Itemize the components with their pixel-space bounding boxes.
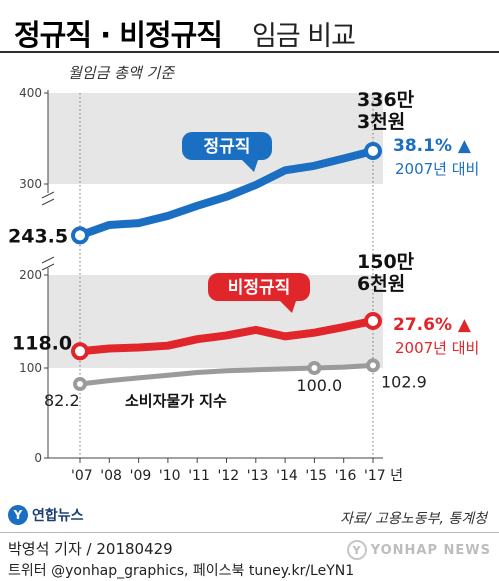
x-tick-label: '11: [188, 468, 210, 484]
axis-break-mark: [41, 191, 55, 206]
irregular-callout-label: 비정규직: [228, 278, 291, 298]
regular-change-note: 2007년 대비: [395, 160, 479, 178]
cpi-start-marker: [73, 377, 87, 392]
cpi-series-label: 소비자물가 지수: [125, 392, 227, 410]
social-credit: 트위터 @yonhap_graphics, 페이스북 tuney.kr/LeYN…: [8, 563, 355, 579]
watermark-text: YONHAP NEWS: [370, 542, 491, 558]
y-tick-label: 300: [19, 177, 42, 191]
cpi-end-marker: [366, 358, 380, 373]
x-tick-label: '13: [247, 468, 269, 484]
yonhap-logo-icon: Y: [8, 505, 28, 525]
irregular-end-label: 150만: [357, 251, 415, 273]
cpi-start-label: 82.2: [44, 391, 80, 410]
irregular-end-label: 6천원: [357, 273, 405, 295]
cpi-value-label: 100.0: [296, 376, 342, 395]
irregular-end-marker: [364, 311, 382, 330]
x-tick-label: '12: [218, 468, 240, 484]
regular-start-marker: [71, 226, 89, 245]
x-tick-label: '16: [335, 468, 357, 484]
irregular-line: [76, 316, 377, 356]
footer-divider: [0, 532, 499, 533]
regular-start-label: 243.5: [8, 225, 68, 247]
cpi-line: [77, 362, 376, 387]
watermark-icon: Y: [346, 540, 367, 560]
x-tick-label: '07: [71, 468, 93, 484]
x-tick-label: '15: [305, 468, 327, 484]
x-tick-label: '14: [276, 468, 298, 484]
regular-end-label: 336만: [357, 89, 415, 111]
yonhap-logo: Y 연합뉴스: [8, 505, 84, 525]
reporter-credit: 박영석 기자 / 20180429: [8, 540, 173, 558]
x-tick-label: '08: [100, 468, 122, 484]
irregular-callout-pointer: [280, 301, 296, 313]
regular-callout-box: [182, 132, 272, 160]
title-divider: [0, 51, 499, 53]
logo-text: 연합뉴스: [32, 508, 84, 524]
chart-title-suffix: 임금 비교: [252, 21, 356, 52]
y-tick-label: 0: [34, 451, 42, 465]
y-tick-label: 200: [19, 268, 42, 282]
chart-title: 정규직 · 비정규직: [14, 18, 223, 52]
source-note: 자료/ 고용노동부, 통계청: [340, 511, 487, 527]
regular-line: [76, 146, 377, 240]
irregular-change-note: 2007년 대비: [395, 339, 479, 357]
cpi-value-label: 102.9: [381, 372, 427, 391]
title-bar: 정규직 · 비정규직 임금 비교: [10, 8, 490, 52]
x-tick-label: '10: [159, 468, 181, 484]
cpi-2015-marker: [307, 361, 322, 375]
irregular-change-pct: 27.6% ▲: [393, 315, 472, 335]
axis-break-mark: [41, 256, 55, 271]
irregular-start-marker: [71, 342, 89, 361]
watermark: Y YONHAP NEWS: [346, 540, 491, 560]
irregular-start-label: 118.0: [12, 332, 72, 354]
irregular-callout-box: [208, 273, 310, 301]
unit-note: 월임금 총액 기준: [68, 64, 175, 82]
regular-change-pct: 38.1% ▲: [393, 136, 472, 156]
regular-end-marker: [364, 141, 382, 160]
regular-end-label: 3천원: [357, 111, 405, 133]
x-tick-label: '17 년: [364, 468, 403, 484]
regular-callout-pointer: [242, 160, 258, 172]
regular-callout-label: 정규직: [204, 137, 251, 157]
y-tick-label: 400: [19, 86, 42, 100]
x-tick-label: '09: [130, 468, 152, 484]
y-tick-label: 100: [19, 361, 42, 375]
